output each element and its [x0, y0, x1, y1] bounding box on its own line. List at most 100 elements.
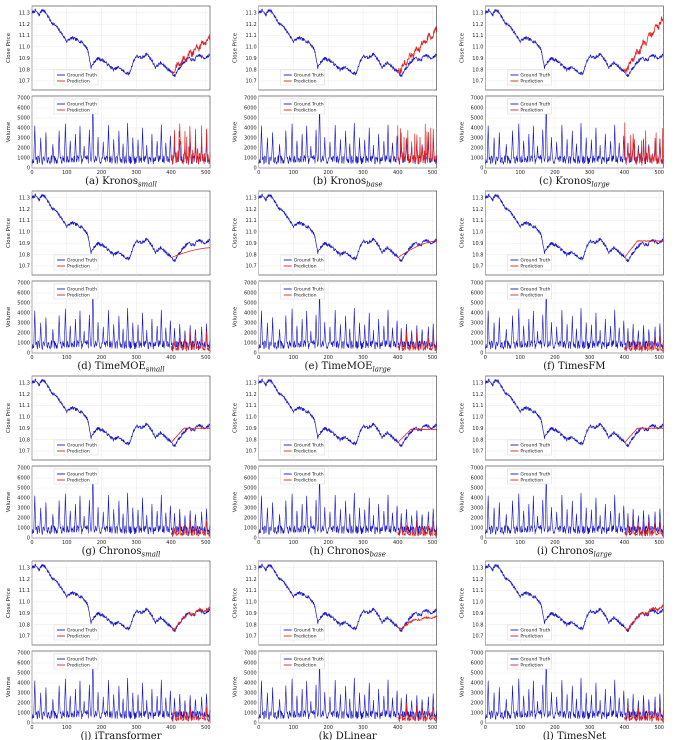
x-tick-label: 500	[654, 355, 664, 361]
volume-tick-label: 0	[254, 351, 257, 357]
subplot-caption: (e) TimeMOElarge	[305, 361, 391, 374]
x-tick-label: 200	[97, 170, 107, 176]
legend-box	[507, 468, 552, 485]
x-tick-label: 100	[515, 725, 525, 731]
volume-tick-label: 1000	[244, 341, 257, 347]
x-tick-label: 0	[484, 725, 487, 731]
legend-label-prediction: Prediction	[520, 634, 543, 640]
volume-prediction-line	[624, 705, 664, 723]
x-tick-label: 400	[620, 725, 630, 731]
price-tick-label: 10.8	[246, 622, 257, 628]
subplot-d: 10.7 10.8 10.9 11.0 11.1 11.2 11.3 Close Price G…	[6, 190, 211, 374]
volume-prediction-line	[170, 330, 211, 352]
price-tick-label: 10.7	[472, 634, 483, 640]
volume-tick-label: 1000	[17, 711, 30, 717]
price-tick-label: 11.1	[472, 403, 483, 409]
x-tick-label: 200	[97, 355, 107, 361]
subplot-k: 10.7 10.8 10.9 11.0 11.1 11.2 11.3 Close Price G…	[233, 560, 437, 740]
volume-tick-label: 5000	[471, 116, 484, 122]
volume-tick-label: 0	[254, 721, 257, 727]
x-tick-label: 300	[132, 355, 142, 361]
legend-label-prediction: Prediction	[294, 449, 317, 455]
volume-tick-label: 4000	[17, 311, 30, 317]
volume-tick-label: 1000	[244, 156, 257, 162]
volume-tick-label: 5000	[471, 486, 484, 492]
price-tick-label: 11.3	[19, 566, 30, 572]
volume-tick-label: 6000	[244, 661, 257, 667]
volume-tick-label: 0	[254, 166, 257, 172]
price-tick-label: 10.7	[472, 449, 483, 455]
x-tick-label: 400	[620, 355, 630, 361]
caption-id: (a)	[85, 176, 102, 187]
volume-tick-label: 4000	[244, 496, 257, 502]
legend-label-ground-truth: Ground Truth	[520, 73, 550, 79]
x-tick-label: 0	[30, 725, 33, 731]
x-tick-label: 400	[393, 540, 403, 546]
legend-label-prediction: Prediction	[520, 264, 543, 270]
x-tick-label: 0	[257, 355, 260, 361]
x-tick-label: 100	[289, 540, 299, 546]
legend-box	[507, 69, 552, 86]
legend-label-prediction: Prediction	[294, 478, 317, 484]
legend-label-ground-truth: Ground Truth	[520, 472, 550, 478]
volume-tick-label: 2000	[244, 331, 257, 337]
x-tick-label: 400	[166, 355, 176, 361]
x-tick-label: 400	[393, 355, 403, 361]
caption-id: (c)	[539, 176, 556, 187]
price-tick-label: 11.0	[19, 230, 30, 236]
legend-label-prediction: Prediction	[294, 264, 317, 270]
volume-tick-label: 5000	[17, 486, 30, 492]
x-tick-label: 0	[257, 540, 260, 546]
volume-ground-truth-line	[31, 287, 211, 351]
price-tick-label: 10.8	[472, 67, 483, 73]
x-tick-label: 100	[62, 355, 72, 361]
price-tick-label: 11.3	[472, 381, 483, 387]
x-tick-label: 300	[132, 725, 142, 731]
price-prediction-line	[170, 34, 211, 75]
x-tick-label: 0	[30, 355, 33, 361]
subplot-j: 10.7 10.8 10.9 11.0 11.1 11.2 11.3 Close Price G…	[6, 560, 211, 740]
volume-prediction-line	[170, 519, 211, 538]
price-tick-label: 11.1	[19, 403, 30, 409]
x-tick-label: 400	[393, 725, 403, 731]
volume-tick-label: 0	[27, 721, 30, 727]
x-tick-label: 200	[323, 170, 333, 176]
volume-tick-label: 7000	[17, 466, 30, 472]
x-tick-label: 200	[97, 540, 107, 546]
subplot-caption: (k) DLinear	[319, 731, 377, 740]
price-tick-label: 10.7	[472, 264, 483, 270]
x-tick-label: 300	[585, 355, 595, 361]
legend-label-ground-truth: Ground Truth	[294, 258, 324, 264]
price-axis-label: Close Price	[233, 32, 239, 63]
price-ground-truth-line	[485, 8, 664, 78]
x-tick-label: 0	[484, 540, 487, 546]
volume-tick-label: 3000	[244, 506, 257, 512]
price-tick-label: 10.7	[19, 79, 30, 85]
price-tick-label: 10.9	[246, 611, 257, 617]
price-tick-label: 10.9	[19, 241, 30, 247]
caption-model-name: TimesNet	[557, 731, 606, 740]
price-tick-label: 10.7	[472, 79, 483, 85]
volume-tick-label: 0	[27, 536, 30, 542]
x-tick-label: 100	[515, 170, 525, 176]
volume-ground-truth-line	[31, 102, 211, 166]
x-tick-label: 200	[323, 540, 333, 546]
x-tick-label: 500	[654, 170, 664, 176]
caption-model-name: Chronos	[99, 546, 142, 557]
legend-label-ground-truth: Ground Truth	[520, 657, 550, 663]
subplot-caption: (g) Chronossmall	[82, 546, 161, 559]
price-tick-label: 10.9	[19, 56, 30, 62]
volume-tick-label: 1000	[244, 526, 257, 532]
volume-tick-label: 4000	[17, 126, 30, 132]
volume-tick-label: 1000	[471, 526, 484, 532]
price-tick-label: 10.8	[246, 437, 257, 443]
x-tick-label: 400	[393, 170, 403, 176]
volume-tick-label: 4000	[244, 681, 257, 687]
